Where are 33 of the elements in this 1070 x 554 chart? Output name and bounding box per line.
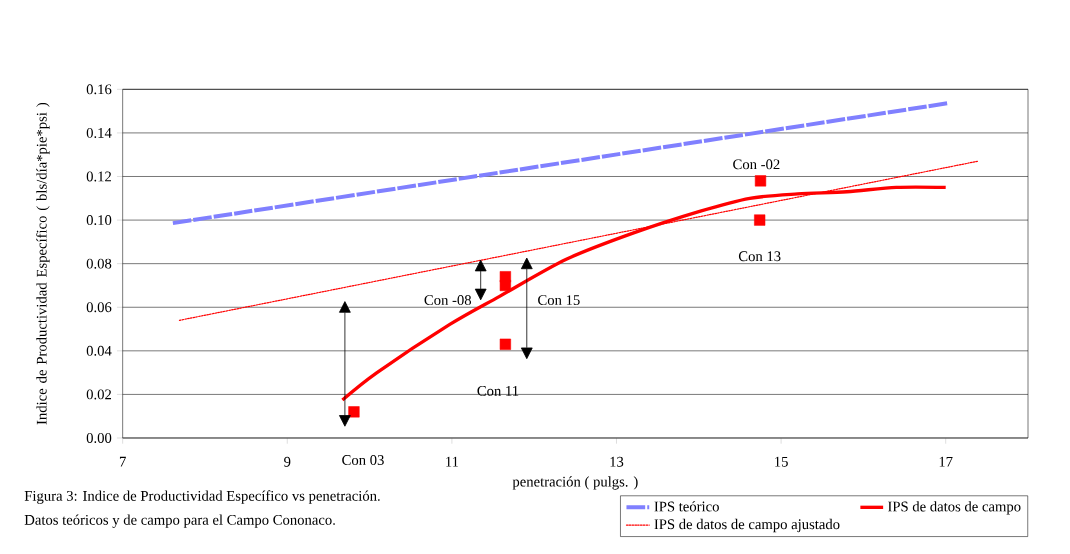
x-axis-title: penetración ( pulgs. ) <box>512 476 638 490</box>
annotation: Con 13 <box>738 251 781 262</box>
y-tick-label: 0.16 <box>86 84 112 95</box>
y-axis-title: Indice de Productividad Específico ( bls/día*pie*psi ) <box>36 102 50 425</box>
y-tick-label: 0.14 <box>86 127 112 138</box>
legend-label: IPS de datos de campo ajustado <box>654 518 840 533</box>
x-tick-label: 13 <box>610 456 624 467</box>
y-tick-label: 0.06 <box>86 302 112 313</box>
y-tick-label: 0.00 <box>86 433 112 443</box>
x-tick-label: 15 <box>775 456 788 467</box>
legend-label: IPS teórico <box>654 501 719 512</box>
point <box>348 406 360 418</box>
y-tick-label: 0.08 <box>86 258 112 269</box>
y-tick-label: 0.04 <box>86 345 112 356</box>
text: Con 03 <box>342 455 384 465</box>
text: Datos teóricos y de campo para el Campo Cononaco. <box>24 514 335 528</box>
x-tick-label: 17 <box>939 456 953 467</box>
legend-label: IPS de datos de campo <box>887 501 1021 515</box>
point <box>499 279 511 292</box>
annotation: Con 11 <box>477 386 519 396</box>
y-tick-label: 0.10 <box>86 215 112 226</box>
point <box>499 338 511 350</box>
annotation: Con -02 <box>733 159 780 170</box>
x-tick-label: 9 <box>284 456 291 467</box>
text: Figura 3: Indice de Productividad Específico vs penetración. <box>24 490 380 504</box>
y-tick-label: 0.12 <box>86 171 112 182</box>
x-tick-label: 11 <box>446 456 459 467</box>
annotation: Con 15 <box>538 295 580 305</box>
point <box>754 175 767 187</box>
y-tick-label: 0.02 <box>86 389 112 400</box>
point <box>754 214 766 226</box>
x-tick-label: 7 <box>119 456 126 467</box>
annotation: Con -08 <box>424 295 472 306</box>
